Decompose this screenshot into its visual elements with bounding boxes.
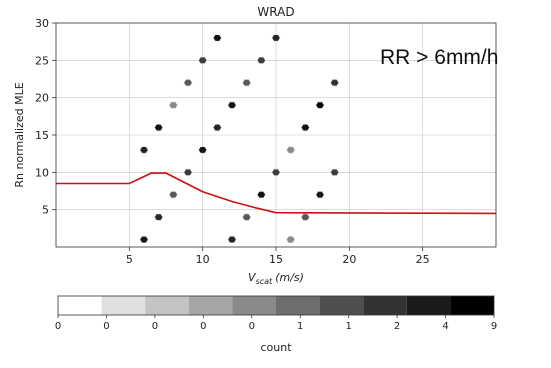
density-cell [183,168,193,176]
x-tick-label: 5 [126,253,133,266]
density-cell [139,236,149,243]
x-axis-label: Vscat (m/s) [248,271,304,286]
density-cell [256,191,266,199]
density-cell [271,34,281,42]
x-tick-label: 25 [416,253,430,266]
density-cell [242,79,252,87]
colorbar-tick-label: 0 [152,321,158,332]
density-cell [300,213,310,221]
y-tick-label: 15 [35,129,49,142]
colorbar-tick-label: 1 [297,321,303,332]
density-cell [286,236,296,243]
density-cell [198,56,208,64]
y-tick-label: 20 [35,92,49,105]
rain-rate-annotation: RR > 6mm/h [380,46,498,69]
density-cell [168,101,178,109]
colorbar-label: count [260,341,292,354]
x-axis-ticks: 5 10 15 20 25 [126,247,430,266]
colorbar-segment [232,296,276,315]
x-axis-label-main: V [248,271,257,284]
density-cell [212,34,222,42]
y-tick-label: 10 [35,166,49,179]
density-cell [227,101,237,109]
density-cell [271,168,281,176]
density-cell [315,101,325,109]
colorbar-tick-label: 9 [491,321,497,332]
density-cell [330,79,340,87]
colorbar-segment [450,296,494,315]
density-cell [315,191,325,199]
density-cell [286,146,296,154]
colorbar-tick-label: 0 [200,321,206,332]
colorbar-tick-label: 2 [394,321,400,332]
y-tick-label: 5 [42,204,49,217]
y-axis-ticks: 5 10 15 20 25 30 [35,17,56,217]
colorbar-segment [406,296,451,315]
colorbar-frame [57,295,495,316]
density-cell [198,146,208,154]
colorbar-tick-label: 1 [345,321,351,332]
y-tick-label: 25 [35,54,49,67]
colorbar-segment [188,296,233,315]
colorbar-tick-label: 4 [442,321,448,332]
density-cell [300,124,310,131]
density-cells [139,34,340,243]
x-tick-label: 15 [269,253,283,266]
x-axis-label-unit: (m/s) [275,271,304,284]
colorbar-tick-label: 0 [55,321,61,332]
x-tick-label: 10 [196,253,210,266]
density-cell [154,124,164,131]
colorbar: 0 0 0 0 0 1 1 2 4 9 [55,295,497,332]
density-cell [212,124,222,131]
x-axis-label-subscript: scat [256,277,273,286]
density-cell [183,79,193,87]
y-tick-label: 30 [35,17,49,30]
colorbar-segment [145,296,189,315]
density-cell [139,146,149,154]
colorbar-tick-label: 0 [103,321,109,332]
x-tick-label: 20 [342,253,356,266]
density-cell [242,213,252,221]
density-cell [154,213,164,221]
colorbar-segment [319,296,364,315]
colorbar-tick-label: 0 [249,321,255,332]
colorbar-segment [101,296,146,315]
chart-title: WRAD [257,5,294,19]
colorbar-segment [58,296,102,315]
threshold-line [56,172,496,215]
density-cell [330,168,340,176]
density-cell [256,56,266,64]
colorbar-segment [276,296,320,315]
y-axis-label: Rn normalized MLE [13,82,26,187]
density-cell [168,191,178,199]
colorbar-segment [363,296,407,315]
density-cell [227,236,237,243]
